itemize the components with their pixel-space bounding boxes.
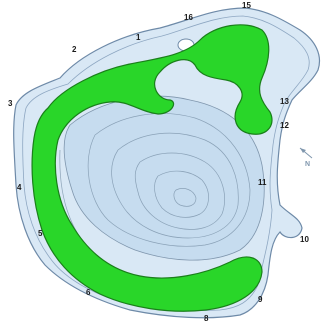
station-label-10: 10 [300, 235, 309, 244]
station-label-13: 13 [280, 97, 289, 106]
station-label-11: 11 [258, 178, 267, 187]
station-label-15: 15 [242, 1, 251, 10]
station-label-12: 12 [280, 121, 289, 130]
station-label-8: 8 [204, 314, 209, 323]
contour-line [87, 113, 251, 247]
north-arrow-label: N [305, 161, 310, 168]
station-label-16: 16 [184, 13, 193, 22]
station-label-6: 6 [86, 288, 91, 297]
station-label-2: 2 [72, 45, 77, 54]
contour-line [111, 132, 239, 239]
station-label-9: 9 [258, 295, 263, 304]
contour-line [173, 188, 197, 207]
station-label-1: 1 [136, 33, 141, 42]
station-label-3: 3 [8, 99, 13, 108]
shoreline-inner-ring [22, 15, 310, 312]
station-label-5: 5 [38, 229, 43, 238]
deep-basin [63, 95, 265, 261]
station-label-4: 4 [17, 183, 22, 192]
north-arrow: N [299, 147, 313, 168]
contour-line [154, 170, 209, 218]
vegetation-zone [31, 24, 273, 312]
contour-line [134, 152, 225, 230]
